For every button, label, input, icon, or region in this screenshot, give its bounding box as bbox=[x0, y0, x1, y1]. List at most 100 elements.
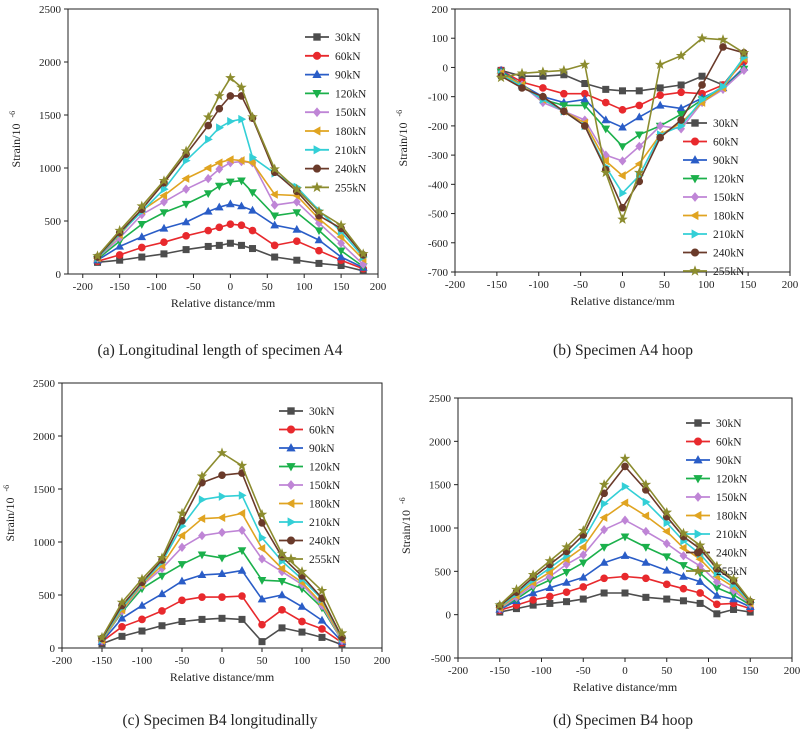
y-tick-label: 1000 bbox=[429, 523, 452, 535]
x-tick-label: 0 bbox=[219, 655, 225, 667]
y-tick-label: -400 bbox=[428, 179, 449, 191]
y-tick-label: 200 bbox=[432, 4, 449, 16]
legend-marker bbox=[311, 181, 323, 193]
x-tick-label: -50 bbox=[186, 281, 201, 293]
data-point bbox=[642, 574, 650, 583]
data-point bbox=[579, 595, 587, 603]
legend-entry: 255kN bbox=[305, 181, 367, 194]
data-point bbox=[641, 558, 651, 566]
data-point bbox=[203, 190, 213, 199]
data-point bbox=[271, 253, 279, 261]
legend-entry: 60kN bbox=[686, 437, 742, 449]
data-point bbox=[600, 167, 612, 178]
y-tick-label: 1000 bbox=[39, 163, 62, 175]
data-point bbox=[578, 542, 587, 552]
data-point bbox=[138, 615, 146, 624]
data-point bbox=[138, 627, 146, 635]
data-point bbox=[197, 551, 207, 560]
data-point bbox=[182, 232, 190, 240]
legend-label: 30kN bbox=[309, 406, 335, 418]
legend-label: 120kN bbox=[309, 462, 341, 474]
data-point bbox=[679, 551, 688, 561]
data-point bbox=[679, 584, 688, 593]
data-point bbox=[197, 570, 207, 579]
data-point bbox=[663, 518, 672, 528]
series-60kN bbox=[98, 592, 346, 647]
data-point bbox=[157, 589, 167, 598]
x-axis-title: Relative distance/mm bbox=[573, 680, 678, 694]
data-point bbox=[719, 43, 727, 51]
legend-entry: 150kN bbox=[305, 107, 367, 119]
data-point bbox=[198, 495, 207, 504]
data-point bbox=[270, 190, 278, 199]
legend-entry: 255kN bbox=[686, 565, 748, 578]
data-point bbox=[696, 32, 708, 43]
data-point bbox=[160, 184, 169, 194]
data-point bbox=[249, 245, 257, 253]
data-point bbox=[619, 453, 631, 464]
legend-marker bbox=[693, 548, 703, 557]
data-point bbox=[298, 617, 306, 626]
data-point bbox=[270, 241, 279, 250]
x-tick-label: -200 bbox=[73, 281, 94, 293]
legend-entry: 210kN bbox=[683, 229, 745, 241]
data-point bbox=[619, 188, 628, 198]
data-point bbox=[204, 173, 213, 184]
data-point bbox=[635, 141, 644, 151]
y-tick-label: 0 bbox=[50, 643, 56, 655]
legend-entry: 120kN bbox=[683, 174, 745, 186]
legend-entry: 180kN bbox=[279, 499, 341, 511]
data-point bbox=[676, 111, 686, 119]
data-point bbox=[197, 514, 206, 524]
data-point bbox=[258, 554, 266, 564]
data-point bbox=[578, 572, 588, 581]
data-point bbox=[633, 167, 645, 178]
x-tick-label: 150 bbox=[740, 279, 757, 291]
legend-marker bbox=[312, 51, 322, 60]
data-point bbox=[257, 543, 266, 553]
data-point bbox=[237, 565, 247, 574]
legend-marker bbox=[690, 248, 700, 257]
data-point bbox=[634, 112, 644, 121]
legend-marker bbox=[286, 425, 296, 434]
y-axis-title-group: Strain/10 -6 bbox=[2, 485, 17, 542]
data-point bbox=[617, 213, 628, 224]
series-255kN bbox=[494, 453, 756, 610]
legend-entry: 240kN bbox=[305, 164, 367, 176]
data-point bbox=[137, 243, 146, 252]
plot-frame bbox=[67, 8, 379, 275]
legend-marker bbox=[312, 126, 321, 136]
legend-marker bbox=[693, 437, 703, 446]
series-30kN bbox=[497, 55, 748, 95]
data-point bbox=[218, 471, 226, 480]
legend-marker bbox=[312, 107, 322, 118]
data-point bbox=[269, 163, 280, 174]
data-point bbox=[316, 585, 328, 596]
data-point bbox=[620, 533, 630, 542]
data-point bbox=[177, 576, 187, 585]
data-point bbox=[258, 638, 266, 646]
data-point bbox=[270, 220, 280, 229]
chart-panel-1: -200 -150 -100 -50 0 50 100 150 200-700-600-500-… bbox=[395, 4, 799, 359]
data-point bbox=[277, 577, 287, 586]
data-point bbox=[545, 583, 555, 592]
data-point bbox=[712, 590, 722, 599]
data-point bbox=[198, 615, 206, 623]
data-point bbox=[178, 596, 186, 605]
series-240kN bbox=[93, 92, 368, 261]
data-point bbox=[182, 246, 190, 254]
data-point bbox=[297, 602, 307, 610]
data-point bbox=[225, 199, 235, 208]
legend-marker bbox=[286, 443, 296, 452]
data-point bbox=[579, 550, 588, 560]
series-30kN bbox=[98, 614, 346, 649]
panel-caption: (c) Specimen B4 longitudinally bbox=[122, 712, 317, 729]
data-point bbox=[277, 590, 287, 599]
data-point bbox=[634, 131, 644, 140]
data-point bbox=[620, 551, 630, 559]
data-point bbox=[247, 111, 258, 122]
legend-entry: 30kN bbox=[279, 406, 335, 418]
data-point bbox=[599, 558, 609, 566]
data-point bbox=[180, 145, 192, 156]
data-point bbox=[620, 498, 629, 508]
